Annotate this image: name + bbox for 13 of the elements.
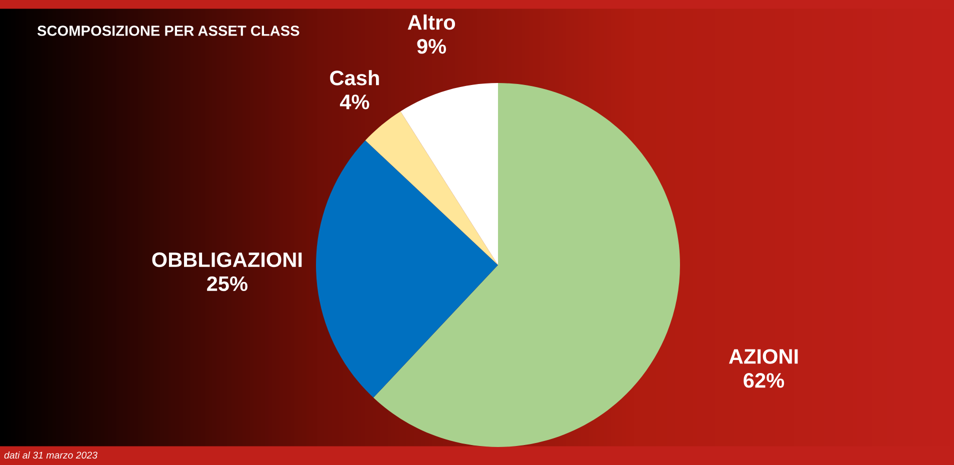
slice-label: OBBLIGAZIONI (152, 252, 302, 268)
slice-label: Altro (408, 14, 456, 30)
slice-label: AZIONI (728, 349, 798, 364)
pie-slice (400, 83, 498, 265)
data-label: 4% (340, 94, 370, 110)
text: dati al 31 marzo 2023 (4, 451, 98, 459)
slice-label: Cash (330, 70, 379, 86)
data-label: 9% (417, 38, 446, 54)
pie-slice (316, 140, 498, 398)
text: SCOMPOSIZIONE PER ASSET CLASS (37, 26, 300, 36)
pie-slice (365, 111, 498, 265)
data-label: 25% (207, 276, 248, 292)
data-label: 62% (744, 373, 784, 388)
